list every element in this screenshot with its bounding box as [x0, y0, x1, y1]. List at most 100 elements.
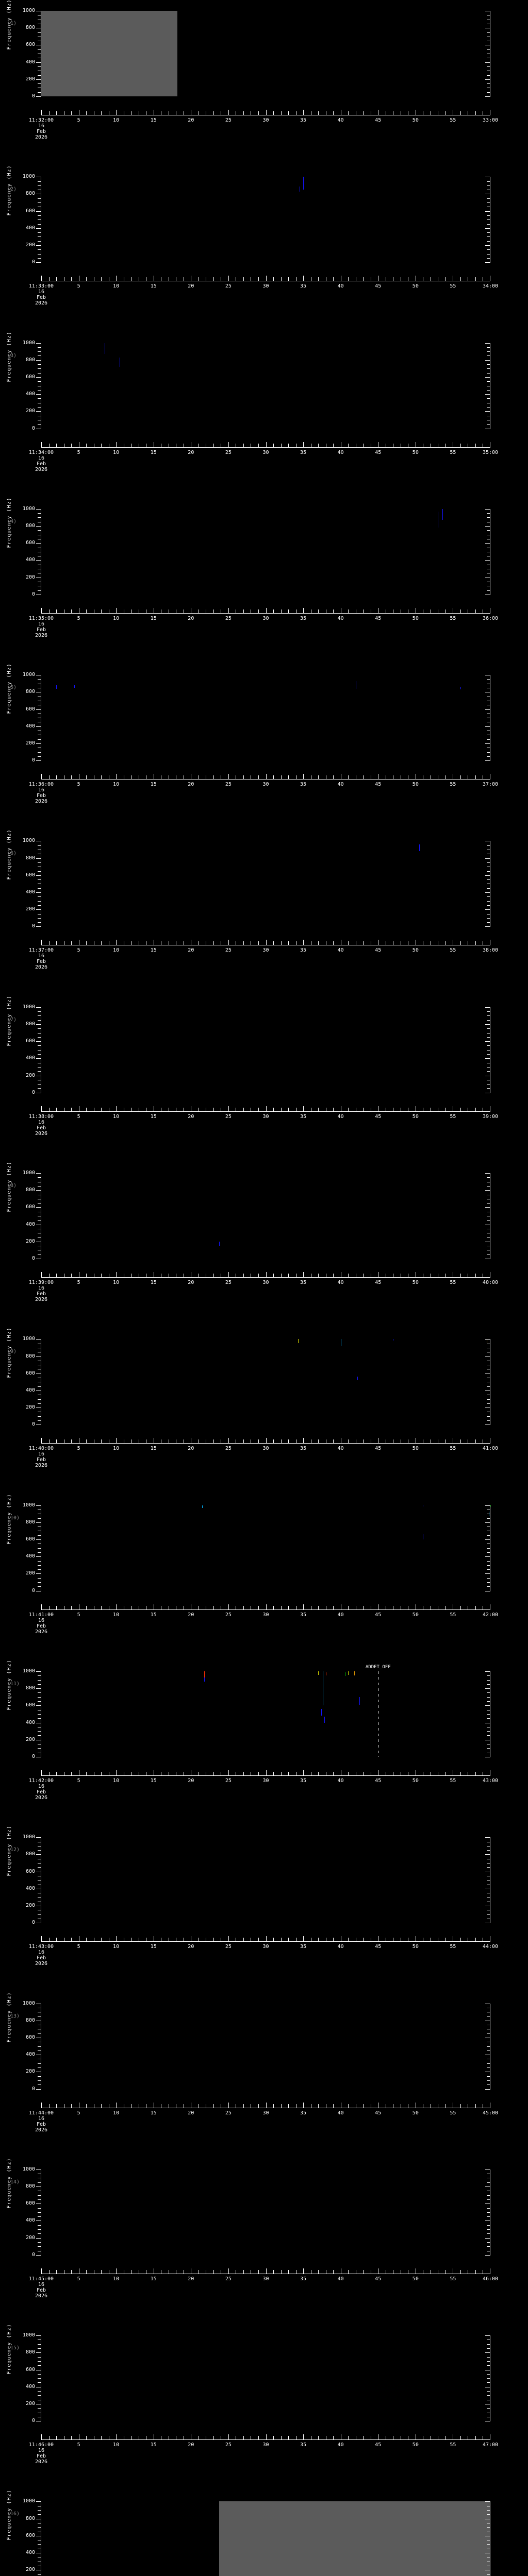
x-axis-tick: [56, 1938, 57, 1942]
x-axis-end-label: 45:00: [482, 2110, 499, 2116]
x-axis-tick-label: 5: [77, 615, 80, 621]
x-axis-tick: [266, 1604, 267, 1609]
x-axis-tick-label: 45: [375, 1944, 382, 1950]
panel-index-label: (7): [7, 1016, 17, 1023]
y-axis-tick-label: 800: [25, 1519, 35, 1525]
x-axis-tick: [116, 2434, 117, 2440]
y-axis-tick-right: [487, 32, 490, 33]
y-axis-tick-label: 600: [25, 2200, 35, 2207]
x-axis-tick-label: 55: [450, 1280, 456, 1286]
x-axis-tick: [48, 775, 50, 779]
y-axis-tick: [38, 2242, 41, 2243]
y-axis-tick-label: 400: [25, 2217, 35, 2224]
x-axis-tick-label: 15: [150, 615, 157, 621]
x-axis-tick-label: 45: [375, 449, 382, 455]
y-axis-tick-label: 1000: [22, 1668, 35, 1674]
x-axis-tick: [101, 2436, 102, 2440]
x-axis-tick-label: 5: [77, 1944, 80, 1950]
x-axis-end-label: 44:00: [482, 1944, 499, 1950]
date-year: 2026: [35, 2293, 48, 2299]
x-axis-tick: [288, 941, 289, 945]
x-axis-spine: [41, 1443, 490, 1444]
x-axis-tick: [475, 609, 476, 613]
x-axis-tick: [243, 609, 244, 613]
x-axis-tick: [116, 2102, 117, 2108]
y-axis-tick-right: [487, 1867, 490, 1868]
y-axis-tick: [38, 1037, 41, 1038]
x-axis-tick-label: 15: [150, 283, 157, 290]
x-axis-start-label: 11:39:00 16 Feb 2026: [29, 1280, 54, 1302]
x-axis-tick: [280, 1274, 282, 1278]
plot-area: [41, 1173, 490, 1259]
x-axis-start-label: 11:40:00 16 Feb 2026: [29, 1446, 54, 1468]
x-axis-tick: [116, 1272, 117, 1278]
x-axis-tick: [266, 940, 267, 945]
y-axis-tick-label: 400: [25, 889, 35, 895]
y-axis-tick: [36, 228, 41, 229]
x-axis-tick: [266, 276, 267, 281]
y-axis-tick-right: [485, 2255, 490, 2256]
x-axis-tick-label: 30: [262, 615, 269, 621]
detection-mark: [204, 1671, 205, 1680]
y-axis-tick: [38, 2357, 41, 2358]
plot-area: [41, 1007, 490, 1093]
x-axis-tick: [280, 277, 282, 281]
y-axis-tick: [36, 1556, 41, 1557]
y-axis-tick-right: [487, 1548, 490, 1549]
x-axis-tick: [303, 276, 304, 281]
y-axis-tick-right: [487, 2344, 490, 2345]
x-axis-tick: [460, 609, 461, 613]
y-axis-tick: [36, 1207, 41, 1208]
x-axis-tick: [288, 775, 289, 779]
spectrogram-panel: 0 200 400 600 800 1000 Frequency (Hz) (15) 5 10 15…: [0, 2324, 528, 2490]
date-month: Feb: [36, 1955, 46, 1961]
y-axis-tick-label: 600: [25, 1204, 35, 1210]
y-axis-tick-right: [487, 202, 490, 204]
start-time: 11:36:00: [28, 782, 54, 788]
x-axis-tick-label: 50: [412, 2276, 419, 2282]
y-axis-tick-right: [487, 407, 490, 408]
y-axis-tick: [36, 1671, 41, 1672]
x-axis-tick: [363, 111, 364, 115]
y-axis-tick: [38, 1403, 41, 1404]
x-axis-tick: [333, 2436, 334, 2440]
x-axis-tick-label: 50: [412, 947, 419, 954]
y-axis-tick-right: [485, 1522, 490, 1523]
y-axis-tick-right: [485, 2501, 490, 2502]
panel-index-label: (12): [7, 1847, 20, 1853]
x-axis-tick: [86, 277, 87, 281]
y-axis-tick: [38, 2574, 41, 2575]
x-axis-tick: [280, 775, 282, 779]
y-axis-tick-right: [487, 66, 490, 67]
x-axis-tick: [348, 1605, 349, 1609]
date-day: 16: [38, 953, 45, 959]
x-axis-tick: [48, 277, 50, 281]
y-axis-tick: [38, 2216, 41, 2217]
x-axis-end-label: 35:00: [482, 449, 499, 455]
x-axis-tick: [228, 442, 229, 447]
x-axis-tick: [333, 1439, 334, 1444]
x-axis-tick: [86, 443, 87, 447]
y-axis-tick-right: [487, 2574, 490, 2575]
y-axis-tick-right: [485, 1007, 490, 1008]
y-axis-tick: [36, 411, 41, 412]
y-axis-tick: [38, 862, 41, 863]
y-axis-tick-right: [487, 2510, 490, 2511]
y-axis-tick-right: [487, 2408, 490, 2409]
y-axis-tick-right: [487, 219, 490, 221]
y-axis-tick-label: 800: [25, 25, 35, 31]
y-axis-tick-right: [487, 347, 490, 348]
x-axis-tick: [56, 1274, 57, 1278]
y-axis-tick-right: [485, 743, 490, 744]
spectrogram-panel: 0 200 400 600 800 1000 Frequency (Hz) (14) 5 10 15…: [0, 2158, 528, 2325]
y-axis-tick-right: [487, 1045, 490, 1046]
panel-index-label: (10): [7, 1515, 20, 1521]
y-axis-tick: [38, 1185, 41, 1187]
x-axis-tick: [348, 2104, 349, 2108]
x-axis-tick: [86, 775, 87, 779]
x-axis-tick-label: 45: [375, 1446, 382, 1452]
y-axis-tick: [36, 1339, 41, 1340]
x-axis-tick: [258, 1439, 259, 1444]
x-axis-tick: [363, 2269, 364, 2274]
x-axis-start-label: 11:43:00 16 Feb 2026: [29, 1944, 54, 1967]
